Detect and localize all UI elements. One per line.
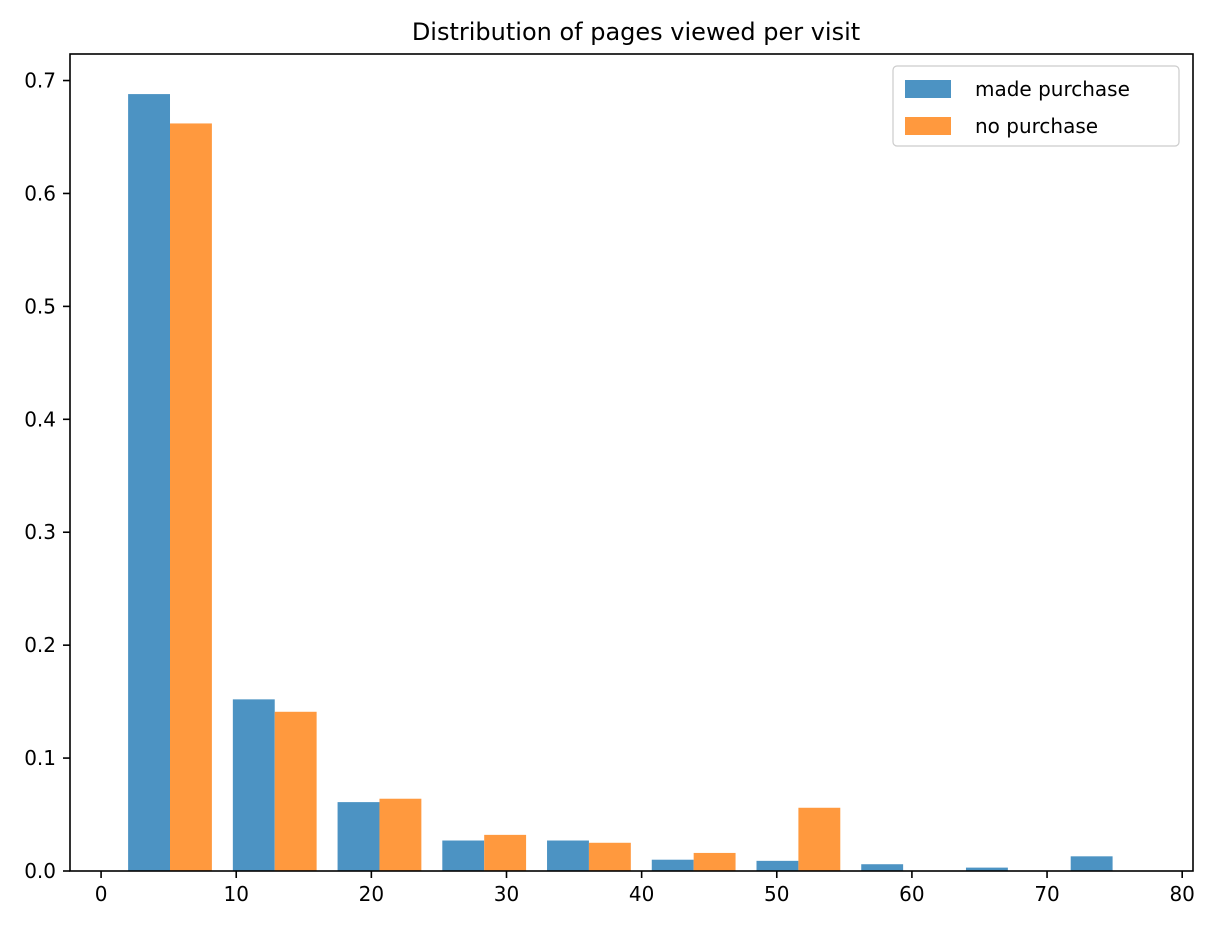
y-tick-label: 0.0 <box>24 859 56 883</box>
y-tick-label: 0.4 <box>24 407 56 431</box>
legend-swatch <box>905 80 951 98</box>
x-tick-label: 80 <box>1169 882 1194 906</box>
bar-no-purchase-6 <box>798 807 841 871</box>
bar-made-purchase-8 <box>965 867 1008 871</box>
bar-made-purchase-2 <box>337 802 380 871</box>
y-tick-label: 0.2 <box>24 633 56 657</box>
bar-no-purchase-4 <box>588 842 631 871</box>
bar-made-purchase-1 <box>232 699 275 871</box>
bar-made-purchase-0 <box>128 94 171 871</box>
chart-title: Distribution of pages viewed per visit <box>412 18 860 46</box>
legend: made purchase no purchase <box>892 65 1180 147</box>
legend-label: made purchase <box>975 77 1130 101</box>
y-tick-label: 0.1 <box>24 746 56 770</box>
y-tick-label: 0.5 <box>24 294 56 318</box>
bar-made-purchase-6 <box>756 860 799 871</box>
x-tick-label: 30 <box>494 882 519 906</box>
bar-made-purchase-5 <box>651 859 694 871</box>
bar-no-purchase-5 <box>693 852 736 871</box>
x-tick-label: 20 <box>359 882 384 906</box>
bars-layer <box>128 94 1113 872</box>
x-tick-label: 50 <box>764 882 789 906</box>
bar-made-purchase-3 <box>442 840 485 871</box>
legend-label: no purchase <box>975 114 1098 138</box>
x-tick-label: 0 <box>95 882 108 906</box>
bar-no-purchase-2 <box>379 798 422 871</box>
bar-made-purchase-7 <box>861 864 904 871</box>
bar-made-purchase-4 <box>547 840 589 871</box>
bar-made-purchase-9 <box>1070 856 1113 871</box>
x-tick-label: 70 <box>1034 882 1059 906</box>
legend-frame <box>892 65 1180 147</box>
x-tick-label: 40 <box>629 882 654 906</box>
x-axis: 0 10 20 30 40 50 60 70 80 <box>95 871 1195 906</box>
plot-area-frame <box>69 53 1194 872</box>
y-tick-label: 0.6 <box>24 181 56 205</box>
bar-no-purchase-0 <box>170 123 212 872</box>
bar-no-purchase-3 <box>484 834 527 871</box>
x-tick-label: 60 <box>899 882 924 906</box>
bar-no-purchase-1 <box>274 711 317 871</box>
legend-swatch <box>905 117 951 135</box>
y-axis: 0.0 0.1 0.2 0.3 0.4 0.5 0.6 0.7 <box>24 69 70 883</box>
x-tick-label: 10 <box>223 882 248 906</box>
y-tick-label: 0.3 <box>24 520 56 544</box>
y-tick-label: 0.7 <box>24 69 56 93</box>
